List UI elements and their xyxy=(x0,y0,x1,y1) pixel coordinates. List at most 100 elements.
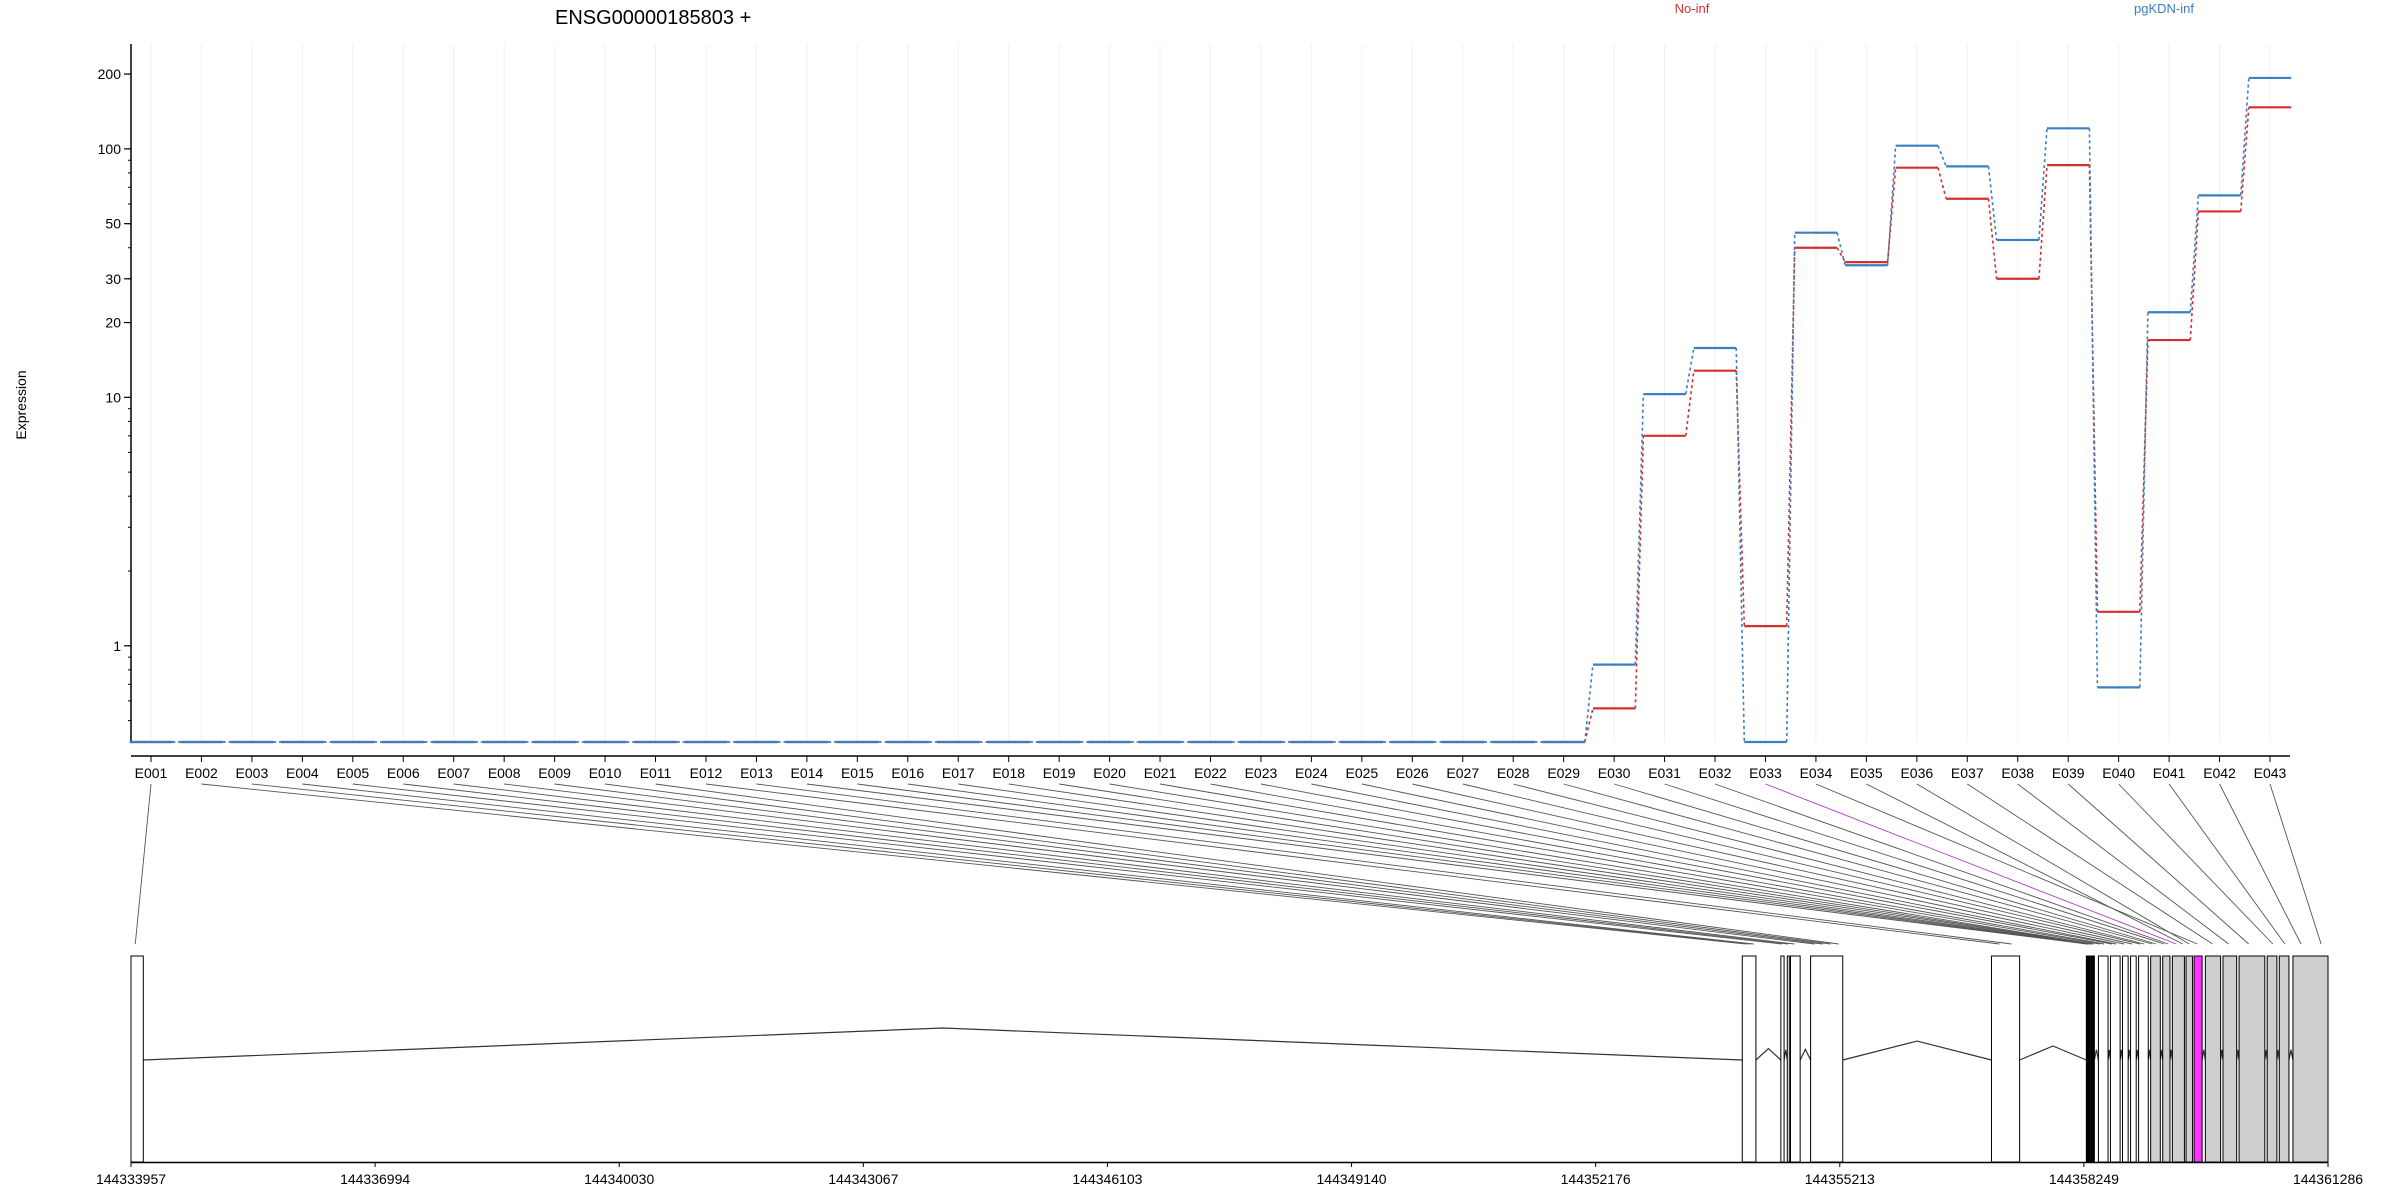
exon-box xyxy=(2292,955,2329,1163)
position-tick-label: 144333957 xyxy=(96,1171,166,1187)
connector-line xyxy=(1361,783,2125,945)
connector-line xyxy=(806,783,2088,945)
x-tick-label: E004 xyxy=(286,765,319,781)
connector-line xyxy=(1866,783,2184,945)
x-tick-label: E027 xyxy=(1446,765,1479,781)
intron-line xyxy=(1755,1047,1782,1061)
intron-line xyxy=(2093,1049,2099,1061)
x-tick-label: E033 xyxy=(1749,765,1782,781)
x-tick-label: E003 xyxy=(236,765,269,781)
exon-box xyxy=(2085,955,2091,1163)
series-connector xyxy=(1684,347,1695,395)
series-connector xyxy=(1584,664,1594,743)
x-tick-label: E007 xyxy=(437,765,470,781)
series-connector xyxy=(1684,370,1695,436)
connector-line xyxy=(352,783,1782,945)
y-tick-label: 20 xyxy=(105,315,121,331)
x-tick-label: E038 xyxy=(2001,765,2034,781)
exon-box xyxy=(2097,955,2109,1163)
connector-line xyxy=(857,783,2089,945)
x-tick-label: E016 xyxy=(891,765,924,781)
connector-line xyxy=(403,783,1789,945)
x-tick-label: E025 xyxy=(1346,765,1379,781)
exon-box xyxy=(2090,955,2095,1163)
x-tick-label: E015 xyxy=(841,765,874,781)
connector-line xyxy=(504,783,1815,945)
connector-line xyxy=(1159,783,2101,945)
y-tick-label: 200 xyxy=(98,66,122,82)
exon-box xyxy=(2222,955,2238,1163)
y-tick-label: 30 xyxy=(105,271,121,287)
intron-line xyxy=(1783,1049,1788,1061)
series-connector xyxy=(1785,232,1796,743)
exon-box xyxy=(2171,955,2185,1163)
position-axis: 144333957 144336994 144340030 144343067 1443… xyxy=(96,1161,2363,1187)
y-tick-label: 10 xyxy=(105,389,121,405)
x-tick-label: E014 xyxy=(791,765,824,781)
connector-line xyxy=(1815,783,2198,945)
position-tick-label: 144361286 xyxy=(2293,1171,2363,1187)
x-tick-label: E022 xyxy=(1194,765,1227,781)
connector-line xyxy=(302,783,1754,945)
series-connector xyxy=(1987,166,1998,241)
x-tick-label: E024 xyxy=(1295,765,1328,781)
series-connector xyxy=(1634,394,1645,665)
x-tick-label: E010 xyxy=(589,765,622,781)
connector-line xyxy=(1311,783,2117,945)
exon-box xyxy=(1810,955,1844,1163)
connector-line xyxy=(907,783,2089,945)
position-tick-label: 144349140 xyxy=(1317,1171,1387,1187)
x-tick-label: E037 xyxy=(1951,765,1984,781)
connector-line xyxy=(958,783,2090,945)
series-connector xyxy=(1987,198,1998,279)
gene-model xyxy=(130,955,2329,1163)
legend-label-no-inf: No-inf xyxy=(1675,1,1710,16)
x-tick-label: E028 xyxy=(1497,765,1530,781)
x-tick-label: E006 xyxy=(387,765,420,781)
x-tick-label: E036 xyxy=(1900,765,1933,781)
intron-line xyxy=(143,1027,1743,1061)
exon-box xyxy=(1741,955,1757,1163)
y-axis: 1 10 20 30 50 100 200 xyxy=(98,44,132,742)
legend-label-pgkdn-inf: pgKDN-inf xyxy=(2134,1,2194,16)
x-tick-label: E030 xyxy=(1598,765,1631,781)
series-layer xyxy=(129,76,2292,744)
series-connector xyxy=(2189,195,2200,313)
highlighted-exon xyxy=(2193,955,2203,1163)
series-connector xyxy=(2038,165,2048,279)
connector-line xyxy=(201,783,1747,945)
x-tick-label: E013 xyxy=(740,765,773,781)
x-tick-label: E017 xyxy=(942,765,975,781)
exon-box xyxy=(2266,955,2278,1163)
exon-box xyxy=(1780,955,1785,1163)
x-tick-label: E021 xyxy=(1144,765,1177,781)
connector-line xyxy=(2017,783,2229,945)
exon-box xyxy=(1790,955,1801,1163)
exon-box xyxy=(2162,955,2171,1163)
series-connector xyxy=(1937,167,1947,199)
position-tick-label: 144340030 xyxy=(584,1171,654,1187)
connector-line xyxy=(1260,783,2113,945)
connector-line xyxy=(2118,783,2274,945)
exon-box xyxy=(2109,955,2121,1163)
highlighted-connector-line xyxy=(1765,783,2177,945)
series-connector xyxy=(1836,247,1846,263)
exon-box xyxy=(2238,955,2266,1163)
connector-line xyxy=(1916,783,2190,945)
series-connector xyxy=(2239,77,2250,196)
series-pgkdn-inf xyxy=(129,76,2292,744)
position-tick-label: 144355213 xyxy=(1805,1171,1875,1187)
series-connector xyxy=(1634,435,1645,709)
series-connector xyxy=(1785,247,1796,627)
series-connector xyxy=(2239,107,2250,212)
exon-box xyxy=(1990,955,2021,1163)
connector-line xyxy=(2269,783,2322,945)
connector-line xyxy=(605,783,1831,945)
connector-line xyxy=(1664,783,2165,945)
x-axis: E001 E002 E003 E004 E005 E006 E007 E008 E009 E010… xyxy=(131,755,2290,781)
intron-line xyxy=(2201,1049,2206,1061)
connector-layer xyxy=(134,783,2322,945)
connector-line xyxy=(705,783,2000,945)
position-tick-label: 144346103 xyxy=(1072,1171,1142,1187)
connector-line xyxy=(1059,783,2093,945)
